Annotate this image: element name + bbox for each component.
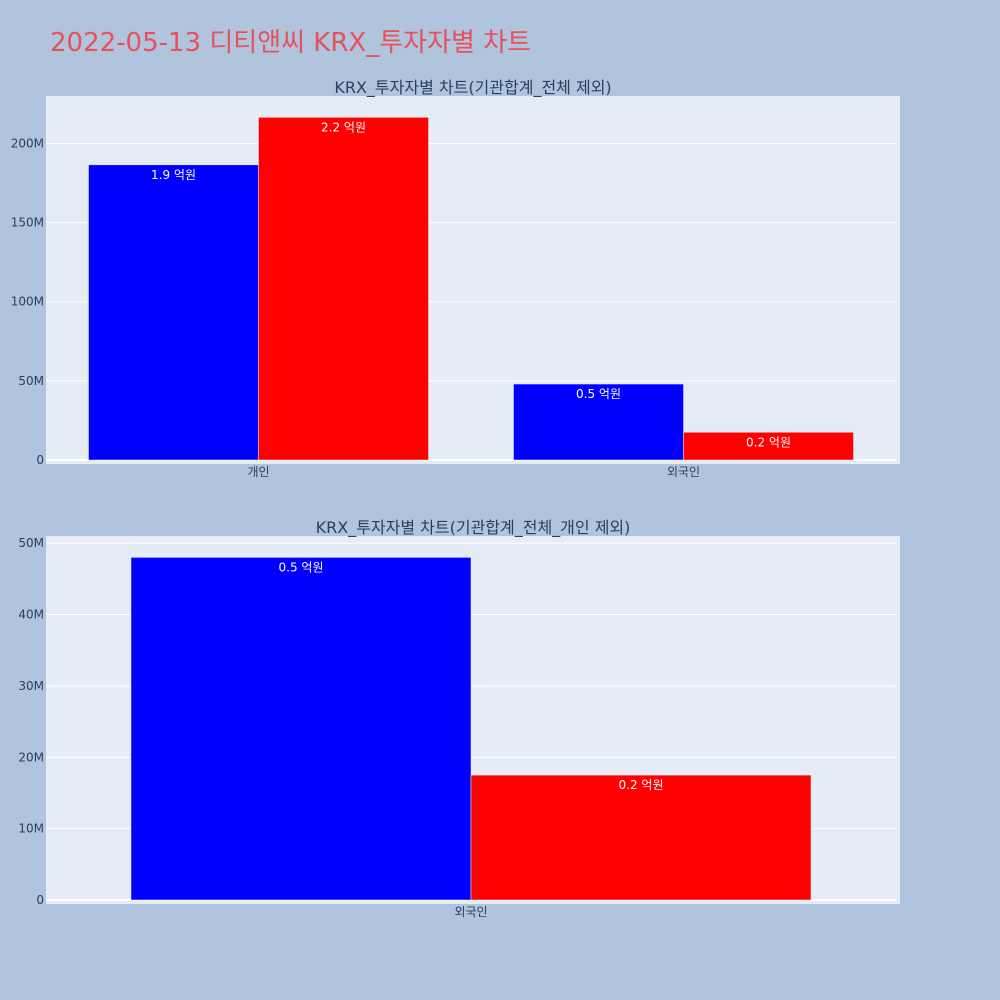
y-tick-label: 50M — [18, 374, 44, 388]
bar — [683, 432, 854, 461]
bar — [513, 383, 684, 461]
x-tick-label: 외국인 — [667, 465, 700, 479]
x-tick-label: 개인 — [247, 465, 269, 479]
y-tick-label: 0 — [36, 893, 44, 907]
y-tick-label: 0 — [36, 453, 44, 467]
y-tick-label: 200M — [11, 136, 44, 150]
y-tick-label: 40M — [18, 608, 44, 622]
bar — [88, 164, 259, 461]
chart-top-investor-bar-chart: 0 50M 100M 150M 200M KRX_투자자별 차트(기관합계_전체 제외) 1… — [11, 78, 900, 479]
bar-data-label: 0.5 억원 — [576, 387, 621, 401]
bar — [130, 557, 472, 901]
bar-data-label: 0.2 억원 — [619, 778, 664, 792]
bar — [470, 774, 812, 901]
bar — [258, 117, 429, 461]
page-title: 2022-05-13 디티앤씨 KRX_투자자별 차트 — [50, 28, 532, 58]
y-tick-label: 10M — [18, 822, 44, 836]
bar-data-label: 0.5 억원 — [279, 560, 324, 574]
chart-subtitle: KRX_투자자별 차트(기관합계_전체_개인 제외) — [316, 518, 631, 538]
y-tick-label: 150M — [11, 216, 44, 230]
y-tick-label: 30M — [18, 679, 44, 693]
y-tick-label: 50M — [18, 536, 44, 550]
x-tick-label: 외국인 — [454, 905, 487, 919]
y-tick-label: 20M — [18, 750, 44, 764]
chart-subtitle: KRX_투자자별 차트(기관합계_전체 제외) — [334, 78, 611, 98]
bar-data-label: 2.2 억원 — [321, 120, 366, 134]
bar-data-label: 0.2 억원 — [746, 435, 791, 449]
y-tick-label: 100M — [11, 295, 44, 309]
bar-data-label: 1.9 억원 — [151, 168, 196, 182]
